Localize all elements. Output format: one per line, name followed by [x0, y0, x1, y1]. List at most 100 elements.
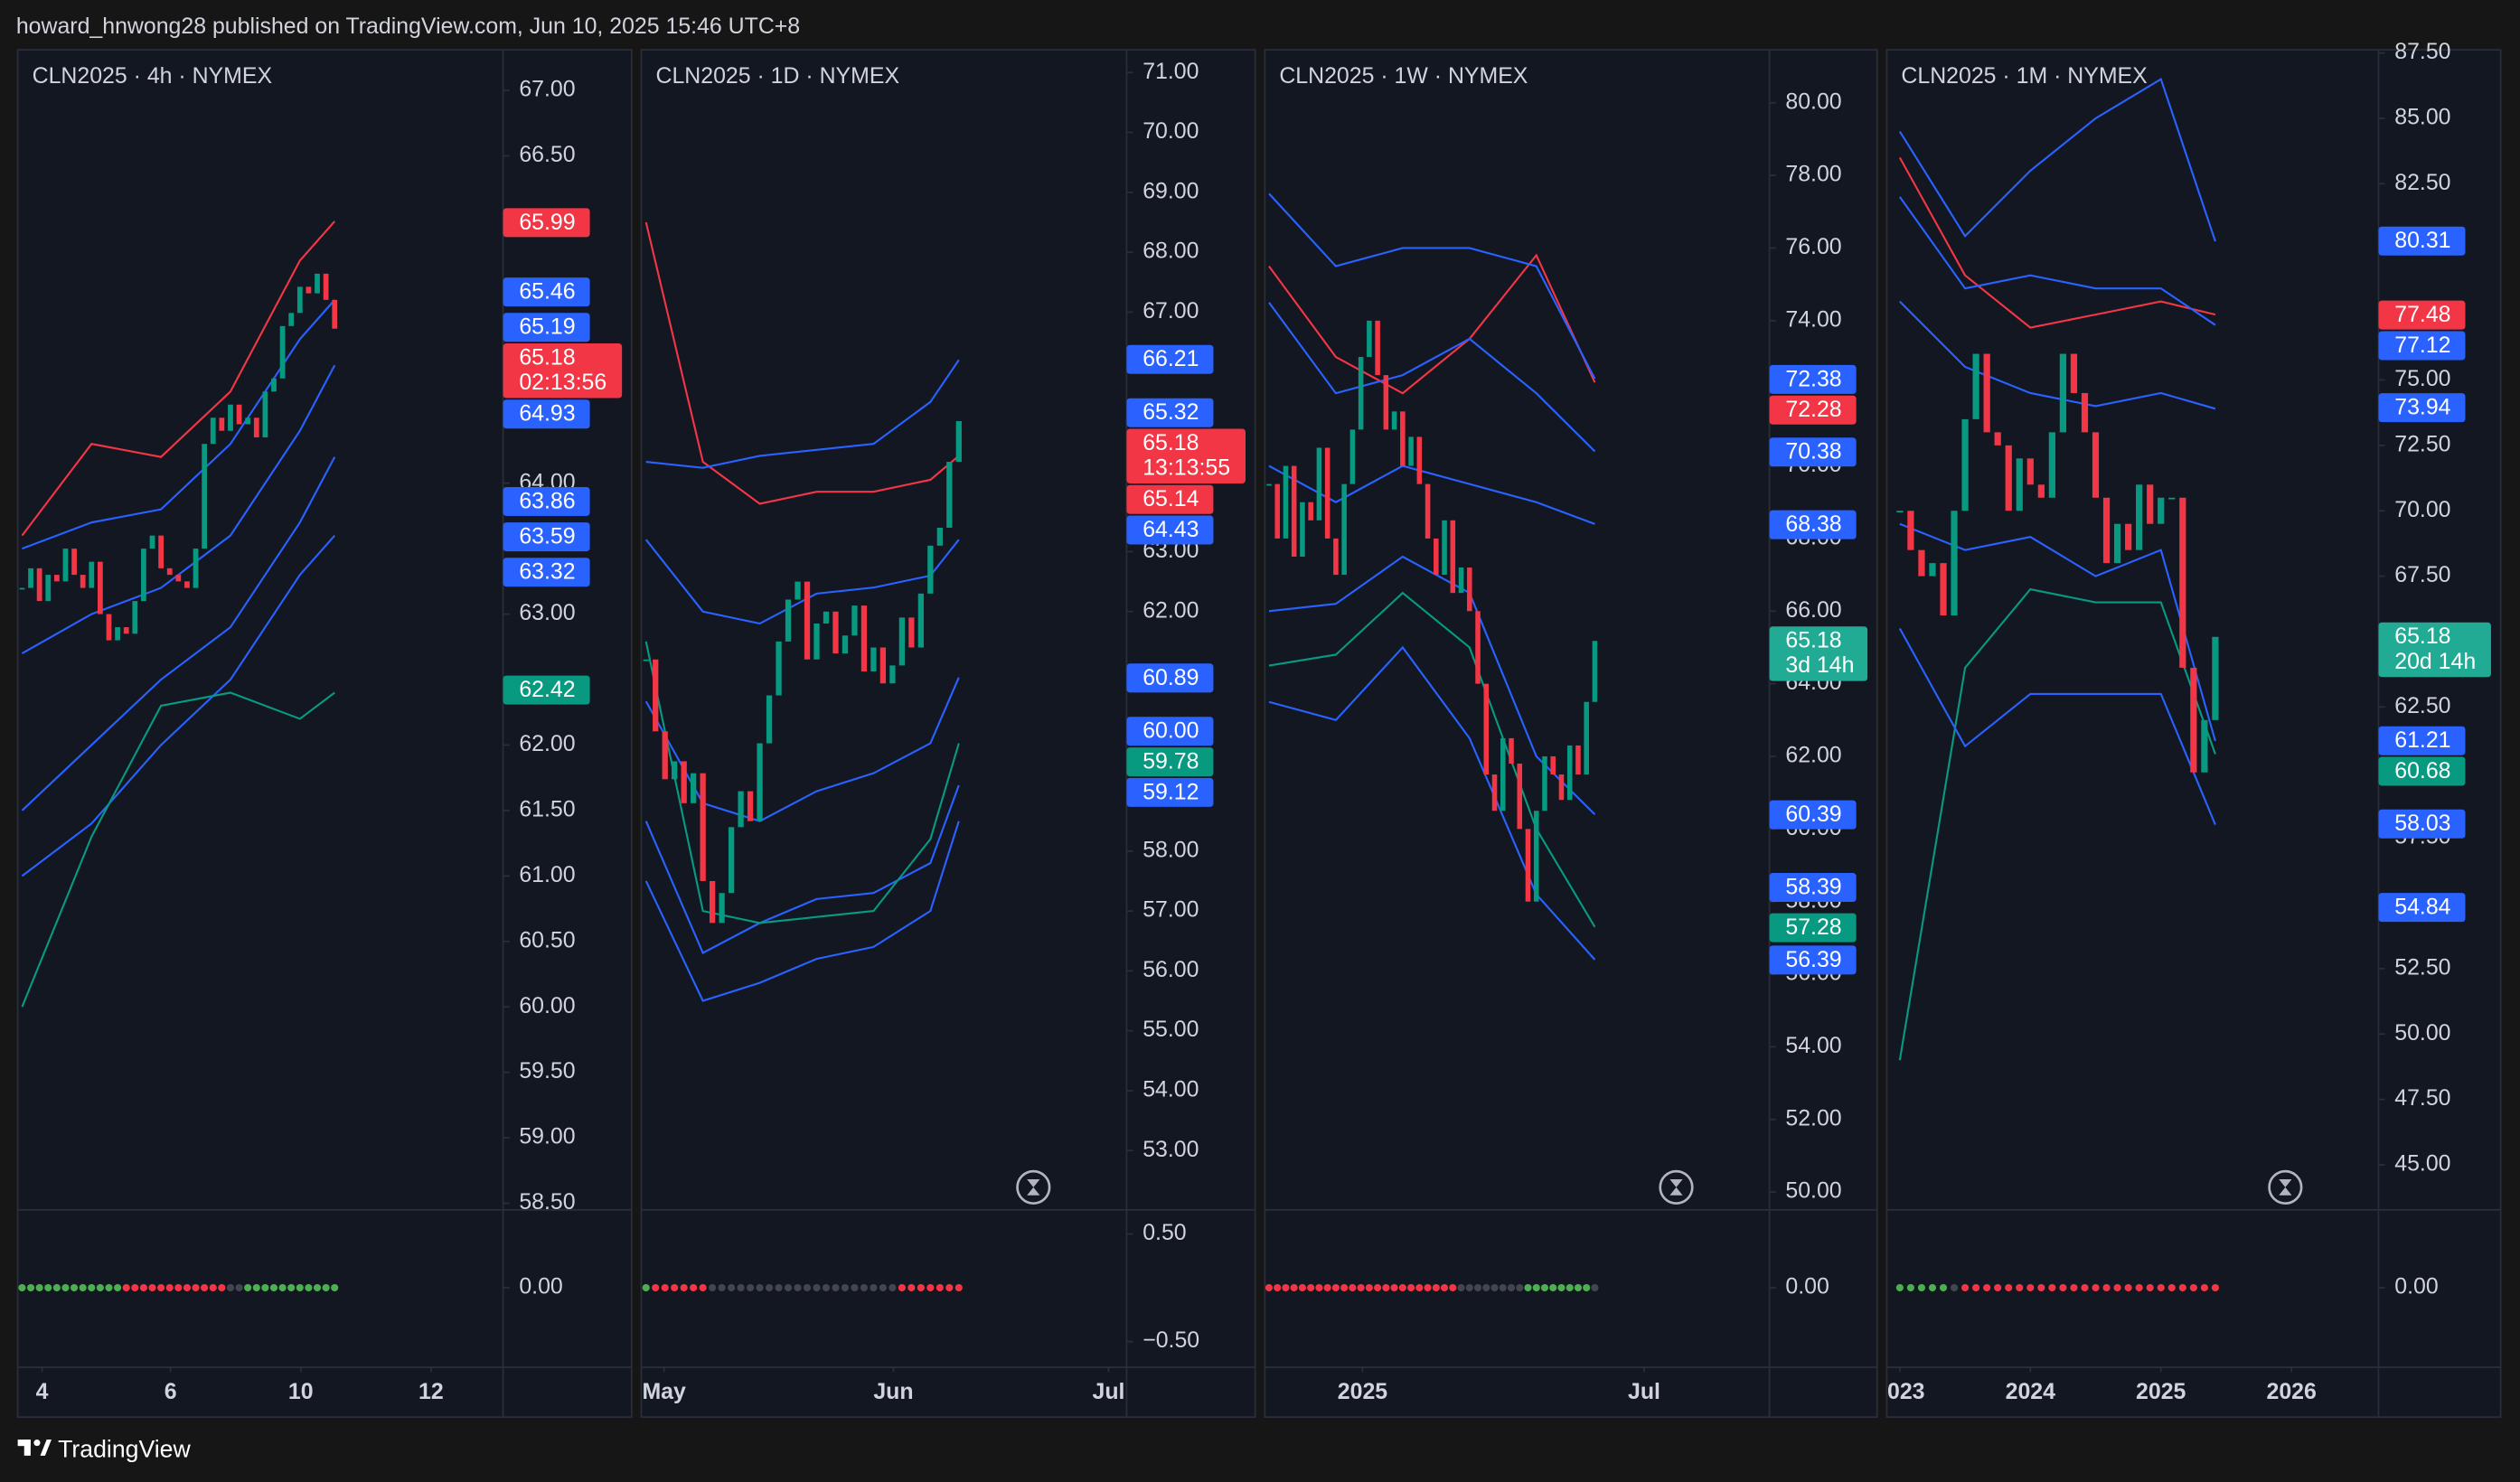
squeeze-dot	[2200, 1283, 2208, 1292]
band-line	[1268, 591, 1596, 928]
y-tick-label: 50.00	[1785, 1178, 1841, 1204]
candle	[1575, 745, 1581, 775]
squeeze-dot	[2081, 1283, 2089, 1292]
candle	[1533, 811, 1539, 902]
band-line	[1268, 464, 1595, 525]
squeeze-dot	[1532, 1283, 1540, 1292]
candle	[766, 695, 773, 744]
candle	[1550, 755, 1556, 775]
panel-background	[1264, 49, 1878, 1419]
squeeze-dot	[2189, 1283, 2197, 1292]
y-tick-label: 71.00	[1142, 59, 1199, 84]
candle	[71, 549, 77, 576]
band-line	[1268, 192, 1596, 380]
band-line	[22, 299, 336, 550]
candle	[245, 417, 251, 425]
squeeze-dot	[1406, 1283, 1415, 1292]
candle	[1972, 353, 1979, 419]
squeeze-dot	[2113, 1283, 2121, 1292]
candle	[2081, 392, 2089, 433]
squeeze-dot	[1457, 1283, 1465, 1292]
y-tick-label: 69.00	[1142, 178, 1199, 203]
price-badge-label: 58.03	[2394, 811, 2450, 836]
candle	[653, 659, 659, 732]
price-badge-timer: 13:13:55	[1142, 455, 1230, 481]
price-badge-label: 65.32	[1142, 399, 1199, 425]
price-badge-label: 60.00	[1142, 718, 1199, 744]
candle	[1416, 436, 1423, 484]
price-badge-label: 58.39	[1785, 874, 1841, 899]
price-badge	[503, 675, 590, 705]
y-tick-label: 76.00	[1785, 234, 1841, 259]
candle	[2005, 445, 2012, 511]
y-tick-label: 45.00	[2394, 1151, 2450, 1177]
price-badge-label: 65.99	[519, 210, 575, 235]
y-tick-label: 70.00	[2394, 497, 2450, 522]
squeeze-dot	[1282, 1283, 1290, 1292]
price-badge	[1126, 663, 1214, 693]
squeeze-dot	[1390, 1283, 1398, 1292]
squeeze-dot	[1972, 1283, 1980, 1292]
band-line	[1898, 77, 2216, 242]
candle	[2059, 353, 2067, 433]
price-badge	[2378, 893, 2466, 923]
squeeze-dot	[1928, 1283, 1937, 1292]
candle	[1918, 549, 1925, 577]
candle	[1367, 320, 1372, 358]
brand: TradingView	[58, 1436, 191, 1463]
y-tick-label: 62.50	[2394, 693, 2450, 718]
squeeze-dot	[139, 1283, 147, 1292]
price-badge	[1769, 800, 1857, 830]
squeeze-dot	[1357, 1283, 1365, 1292]
x-tick-label: 10	[288, 1379, 314, 1404]
squeeze-dot	[1365, 1283, 1373, 1292]
squeeze-dot	[898, 1283, 906, 1292]
price-badge	[503, 277, 590, 307]
candle	[1408, 436, 1414, 466]
candle	[1566, 745, 1573, 801]
candle	[1308, 502, 1313, 521]
y-tick-label: 59.00	[519, 1124, 575, 1149]
y-tick-label: 47.50	[2394, 1085, 2450, 1111]
price-badge-label: 65.18	[1142, 430, 1199, 455]
candle	[1434, 538, 1439, 576]
squeeze-dot	[1574, 1283, 1583, 1292]
squeeze-dot	[18, 1283, 26, 1292]
candle	[662, 731, 668, 780]
squeeze-dot	[2070, 1283, 2078, 1292]
squeeze-dot	[1432, 1283, 1440, 1292]
squeeze-dot	[1549, 1283, 1557, 1292]
squeeze-dot	[244, 1283, 252, 1292]
price-badge	[1769, 913, 1857, 943]
squeeze-dot	[35, 1283, 43, 1292]
candle	[860, 605, 868, 672]
squeeze-dot	[157, 1283, 165, 1292]
price-badge	[1769, 364, 1857, 394]
squeeze-dot	[2048, 1283, 2056, 1292]
candle	[842, 635, 849, 654]
squeeze-dot	[1591, 1283, 1599, 1292]
candle	[1349, 429, 1356, 484]
band-line	[644, 784, 960, 954]
squeeze-dot	[2167, 1283, 2176, 1292]
y-tick-label: 74.00	[1785, 306, 1841, 332]
price-badge	[2378, 300, 2466, 330]
y-tick-label: 62.00	[519, 731, 575, 756]
time-axis: May Jun Jul	[642, 1367, 1124, 1404]
band-line	[645, 359, 960, 469]
y-tick-label: 52.00	[1785, 1105, 1841, 1130]
candle	[80, 575, 86, 588]
y-tick-label: 62.00	[1142, 597, 1199, 623]
candle	[28, 567, 33, 588]
candle	[738, 791, 744, 828]
time-axis: 4 6 10 12	[36, 1367, 444, 1404]
candle	[2136, 484, 2143, 550]
x-tick-label: May	[642, 1379, 686, 1404]
candle	[2048, 432, 2055, 498]
price-badge-label: 72.28	[1785, 397, 1841, 422]
price-badge	[503, 522, 590, 552]
candle	[728, 827, 735, 894]
replay-icon	[1669, 1179, 1683, 1196]
squeeze-dot	[88, 1283, 96, 1292]
candle	[288, 313, 295, 326]
